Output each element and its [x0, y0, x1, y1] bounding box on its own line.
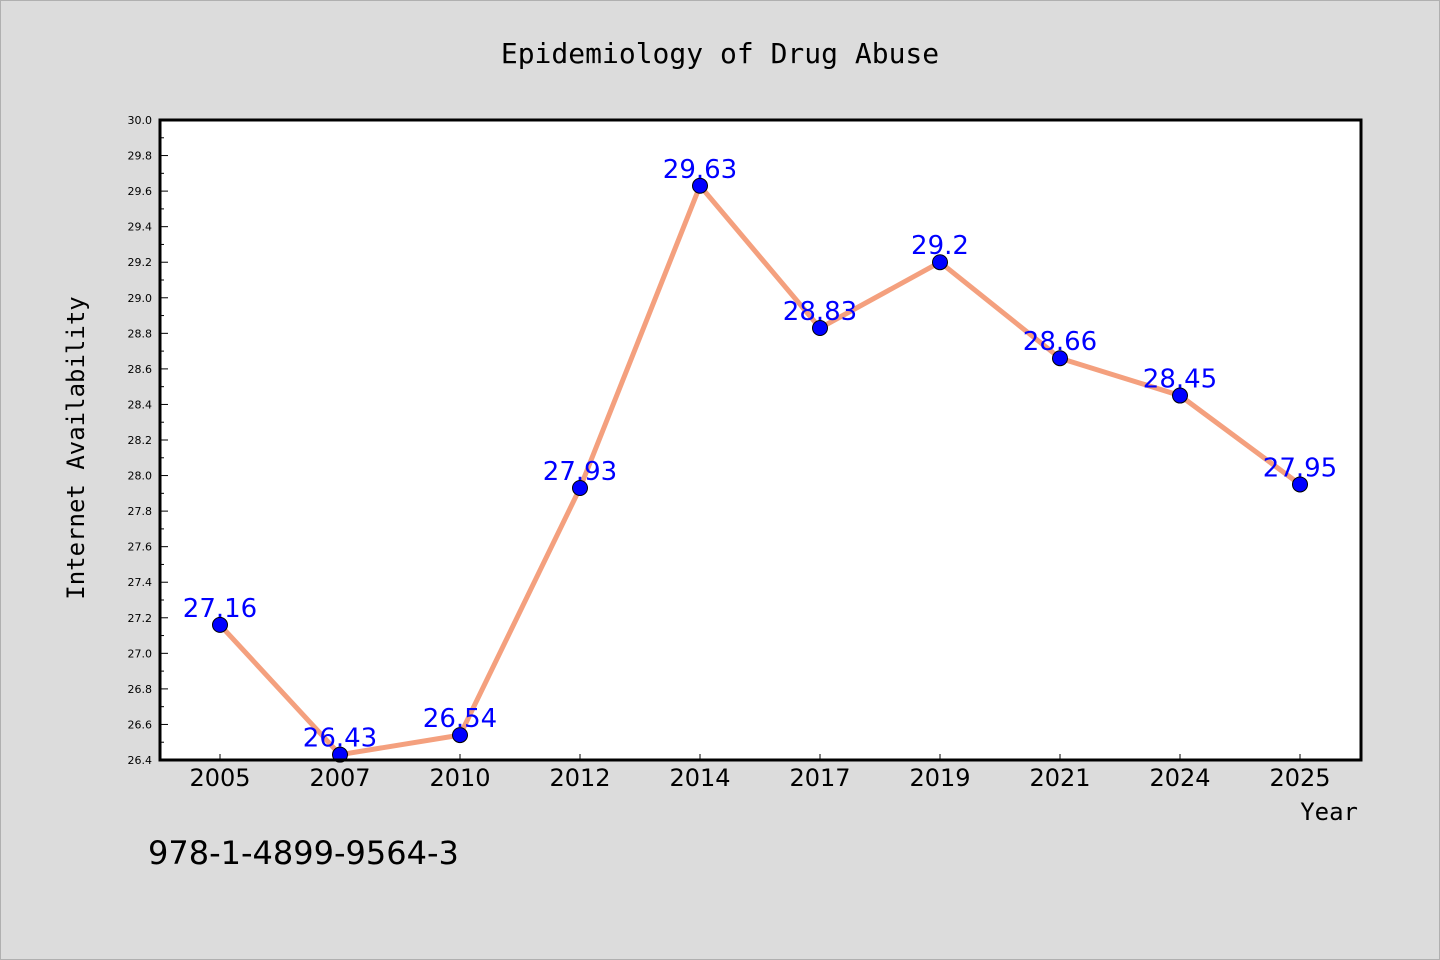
y-tick-label: 27.6 — [128, 541, 153, 554]
data-label: 27.16 — [183, 594, 257, 624]
data-point — [932, 254, 948, 271]
data-point — [212, 616, 228, 633]
y-tick-label: 26.4 — [128, 754, 153, 767]
data-markers — [212, 177, 1308, 763]
data-label: 28.66 — [1023, 327, 1097, 357]
data-label: 26.54 — [423, 704, 497, 734]
y-tick-label: 29.0 — [128, 292, 153, 305]
plot-border — [158, 118, 1363, 762]
y-axis-label: Internet Availability — [62, 296, 90, 599]
data-label: 26.43 — [303, 724, 377, 754]
y-tick-label: 28.4 — [128, 398, 153, 411]
data-point — [1172, 387, 1188, 404]
y-tick-label: 27.0 — [128, 647, 153, 660]
x-tick-label: 2017 — [789, 764, 850, 792]
footer-isbn: 978-1-4899-9564-3 — [148, 834, 459, 872]
y-tick-label: 28.8 — [128, 327, 153, 340]
x-tick-label: 2007 — [309, 764, 370, 792]
y-tick-label: 27.8 — [128, 505, 153, 518]
x-tick-label: 2019 — [909, 764, 970, 792]
y-tick-label: 29.4 — [128, 221, 153, 234]
data-label: 29.63 — [663, 155, 737, 185]
series-line — [217, 183, 1303, 758]
data-point — [812, 320, 828, 336]
data-point — [572, 480, 588, 496]
data-point — [1052, 350, 1068, 367]
y-tick-label: 27.4 — [128, 576, 153, 589]
x-tick-label: 2024 — [1149, 764, 1210, 792]
x-tick-label: 2025 — [1269, 764, 1330, 792]
x-tick-label: 2021 — [1029, 764, 1090, 792]
y-tick-label: 30.0 — [128, 114, 153, 127]
y-tick-label: 27.2 — [128, 612, 153, 625]
data-point — [1292, 476, 1308, 493]
x-tick-label: 2005 — [189, 764, 250, 792]
data-point — [692, 177, 708, 194]
y-tick-label: 28.0 — [128, 470, 153, 483]
data-point — [332, 746, 348, 763]
y-tick-label: 29.2 — [128, 256, 153, 269]
plot-area — [160, 120, 1361, 760]
data-point — [452, 727, 468, 744]
data-label: 28.45 — [1143, 365, 1217, 395]
y-tick-label: 29.6 — [128, 185, 153, 198]
data-labels: 27.16 26.43 26.54 27.93 29.63 28.83 29.2 28.66 2… — [183, 155, 1337, 754]
data-label: 29.2 — [911, 231, 969, 261]
data-label: 27.93 — [543, 457, 617, 487]
x-axis-ticks: 2005 2007 2010 2012 2014 2017 2019 2021 2024 2025 — [189, 754, 1331, 792]
y-tick-label: 28.2 — [128, 434, 153, 447]
x-tick-label: 2012 — [549, 764, 610, 792]
x-axis-label: Year — [1300, 798, 1358, 826]
data-label: 28.83 — [783, 297, 857, 327]
y-tick-label: 26.8 — [128, 683, 153, 696]
data-label: 27.95 — [1263, 453, 1337, 483]
y-tick-label: 29.8 — [128, 150, 153, 163]
x-tick-label: 2014 — [669, 764, 730, 792]
y-tick-label: 26.6 — [128, 718, 153, 731]
y-axis-ticks: 26.4 26.6 26.8 27.0 27.2 27.4 27.6 27.8 28.0 28.2… — [128, 114, 168, 767]
chart-title: Epidemiology of Drug Abuse — [501, 37, 939, 70]
y-tick-label: 28.6 — [128, 363, 153, 376]
x-tick-label: 2010 — [429, 764, 490, 792]
